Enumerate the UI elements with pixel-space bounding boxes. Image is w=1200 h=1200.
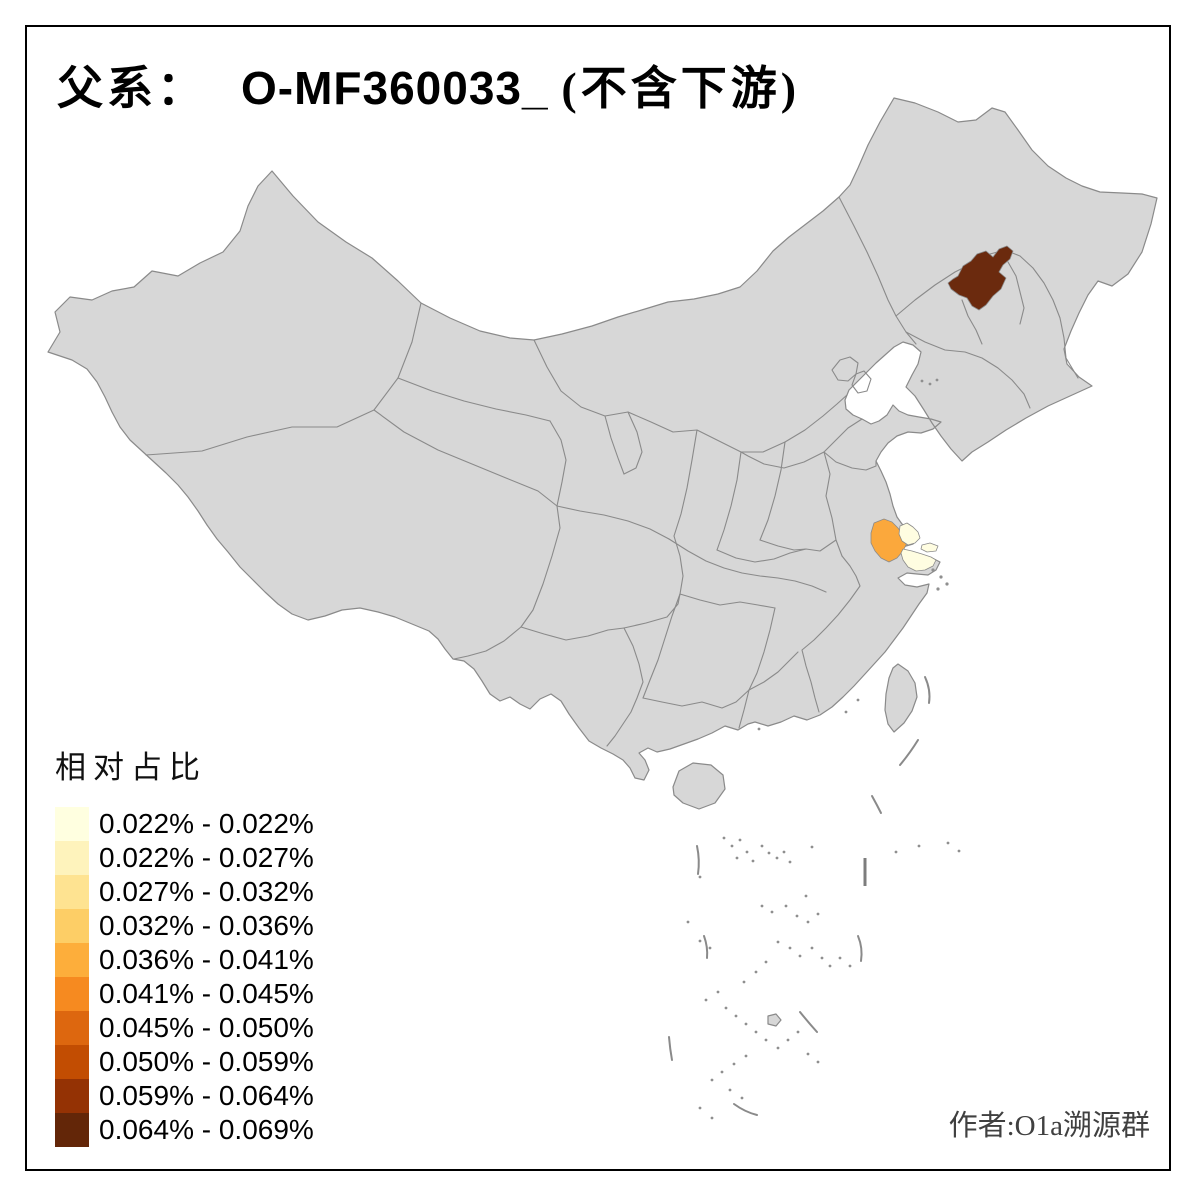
title-suffix: (不含下游) — [561, 63, 801, 114]
legend-swatch — [55, 1113, 89, 1147]
legend-label: 0.027% - 0.032% — [99, 876, 314, 907]
legend-row: 0.022% - 0.027% — [55, 841, 314, 875]
nine-dash-line — [668, 676, 931, 1116]
title-prefix: 父系： — [57, 63, 207, 114]
legend-row: 0.059% - 0.064% — [55, 1079, 314, 1113]
attribution: 作者:O1a溯源群 — [948, 1110, 1150, 1142]
legend-swatch — [55, 943, 89, 977]
region-suzhou-area — [870, 518, 908, 563]
legend-label: 0.036% - 0.041% — [99, 944, 314, 975]
legend-swatch — [55, 977, 89, 1011]
legend-swatch — [55, 1045, 89, 1079]
highlighted-regions — [870, 245, 1014, 572]
legend-label: 0.022% - 0.022% — [99, 808, 314, 839]
legend-row: 0.027% - 0.032% — [55, 875, 314, 909]
legend-label: 0.064% - 0.069% — [99, 1114, 314, 1145]
legend-swatch — [55, 1079, 89, 1113]
legend-row: 0.050% - 0.059% — [55, 1045, 314, 1079]
legend-row: 0.041% - 0.045% — [55, 977, 314, 1011]
region-shanghai-area — [900, 548, 937, 572]
legend-row: 0.036% - 0.041% — [55, 943, 314, 977]
legend-row: 0.045% - 0.050% — [55, 1011, 314, 1045]
legend-label: 0.045% - 0.050% — [99, 1012, 314, 1043]
legend-row: 0.022% - 0.022% — [55, 807, 314, 841]
legend-title: 相对占比 — [55, 750, 207, 785]
legend-swatch — [55, 909, 89, 943]
mainland-outline — [47, 97, 1158, 781]
legend-label: 0.041% - 0.045% — [99, 978, 314, 1009]
legend-swatch — [55, 875, 89, 909]
legend: 相对占比 0.022% - 0.022% 0.022% - 0.027% 0.0… — [55, 742, 314, 1147]
legend-swatch — [55, 807, 89, 841]
region-chongming-sliver — [920, 542, 939, 553]
page-title: 父系： O-MF360033_ (不含下游) — [57, 52, 800, 118]
legend-swatch — [55, 841, 89, 875]
hainan-island — [672, 762, 726, 810]
south-sea-islet — [767, 1013, 782, 1027]
legend-label: 0.032% - 0.036% — [99, 910, 314, 941]
region-northeast-prefecture — [947, 245, 1014, 311]
china-landmass — [47, 97, 1158, 1027]
title-haplogroup-code: O-MF360033_ — [241, 62, 549, 114]
legend-rows: 0.022% - 0.022% 0.022% - 0.027% 0.027% -… — [55, 807, 314, 1147]
small-islands — [686, 378, 961, 1120]
legend-label: 0.050% - 0.059% — [99, 1046, 314, 1077]
legend-label: 0.022% - 0.027% — [99, 842, 314, 873]
legend-label: 0.059% - 0.064% — [99, 1080, 314, 1111]
region-north-bank-area — [898, 522, 921, 546]
legend-row: 0.064% - 0.069% — [55, 1113, 314, 1147]
taiwan-island — [884, 663, 918, 733]
legend-swatch — [55, 1011, 89, 1045]
legend-row: 0.032% - 0.036% — [55, 909, 314, 943]
province-borders — [145, 196, 1079, 747]
